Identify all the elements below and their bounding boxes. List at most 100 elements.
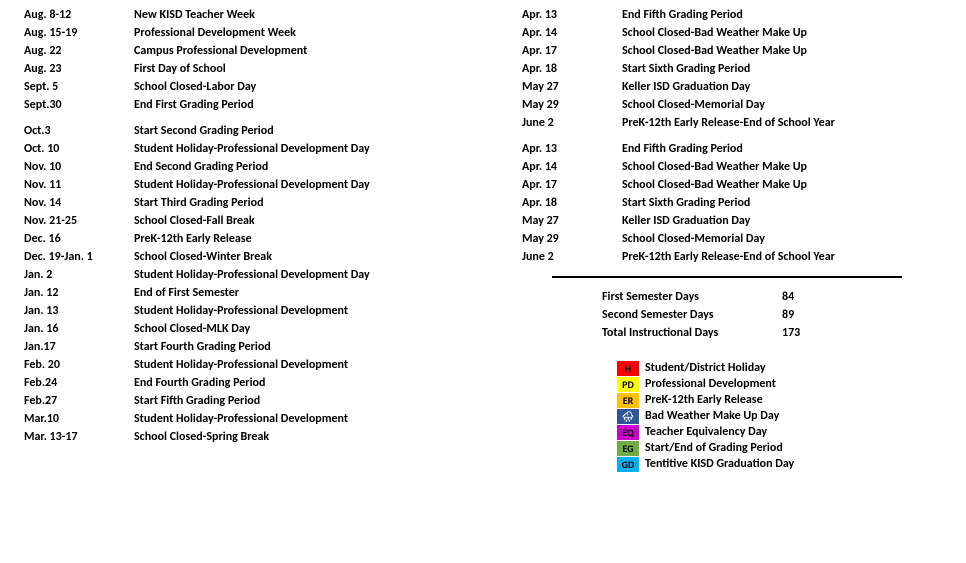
calendar-date: Apr. 13: [522, 6, 622, 24]
legend-label: Tentitive KISD Graduation Day: [645, 455, 794, 473]
calendar-date: Oct.3: [24, 122, 134, 140]
calendar-desc: PreK-12th Early Release-End of School Ye…: [622, 114, 942, 132]
calendar-desc: Student Holiday-Professional Development: [134, 410, 464, 428]
calendar-date: Mar.10: [24, 410, 134, 428]
left-column: Aug. 8-12New KISD Teacher WeekAug. 15-19…: [24, 6, 464, 454]
calendar-date: Apr. 17: [522, 176, 622, 194]
calendar-date: Nov. 21-25: [24, 212, 134, 230]
calendar-date: May 27: [522, 212, 622, 230]
calendar-desc: End Fourth Grading Period: [134, 374, 464, 392]
calendar-desc: School Closed-MLK Day: [134, 320, 464, 338]
calendar-row: Aug. 8-12New KISD Teacher Week: [24, 6, 464, 24]
calendar-desc: Student Holiday-Professional Development: [134, 302, 464, 320]
legend-code: ER: [617, 393, 639, 408]
calendar-desc: Start Second Grading Period: [134, 122, 464, 140]
calendar-date: Aug. 22: [24, 42, 134, 60]
calendar-row: Apr. 17School Closed-Bad Weather Make Up: [522, 176, 942, 194]
calendar-row: Apr. 13End Fifth Grading Period: [522, 6, 942, 24]
calendar-desc: Start Sixth Grading Period: [622, 194, 942, 212]
calendar-date: Apr. 17: [522, 42, 622, 60]
calendar-desc: Start Fifth Grading Period: [134, 392, 464, 410]
calendar-date: June 2: [522, 248, 622, 266]
legend-row: EGStart/End of Grading Period: [617, 440, 942, 456]
calendar-date: Jan. 2: [24, 266, 134, 284]
legend-row: PDProfessional Development: [617, 376, 942, 392]
calendar-date: Apr. 14: [522, 24, 622, 42]
calendar-row: Nov. 14Start Third Grading Period: [24, 194, 464, 212]
legend-code: EG: [617, 441, 639, 456]
calendar-desc: PreK-12th Early Release: [134, 230, 464, 248]
calendar-row: Jan. 12End of First Semester: [24, 284, 464, 302]
calendar-row: Sept. 5School Closed-Labor Day: [24, 78, 464, 96]
calendar-date: Apr. 14: [522, 158, 622, 176]
legend-code: EQ: [617, 425, 639, 440]
calendar-row: Sept.30End First Grading Period: [24, 96, 464, 114]
calendar-row: May 29School Closed-Memorial Day: [522, 96, 942, 114]
legend-code: H: [617, 361, 639, 376]
calendar-date: Nov. 10: [24, 158, 134, 176]
summary-value: 84: [782, 288, 822, 306]
calendar-date: Sept. 5: [24, 78, 134, 96]
calendar-desc: Start Sixth Grading Period: [622, 60, 942, 78]
calendar-desc: School Closed-Bad Weather Make Up: [622, 158, 942, 176]
calendar-desc: End Fifth Grading Period: [622, 140, 942, 158]
left-block: Oct.3Start Second Grading PeriodOct. 10 S…: [24, 122, 464, 446]
calendar-date: Aug. 15-19: [24, 24, 134, 42]
calendar-date: Oct. 10: [24, 140, 134, 158]
calendar-row: Nov. 10End Second Grading Period: [24, 158, 464, 176]
calendar-date: June 2: [522, 114, 622, 132]
calendar-row: Nov. 11Student Holiday-Professional Deve…: [24, 176, 464, 194]
calendar-row: Mar.10Student Holiday-Professional Devel…: [24, 410, 464, 428]
calendar-desc: School Closed-Memorial Day: [622, 230, 942, 248]
calendar-row: Jan. 2Student Holiday-Professional Devel…: [24, 266, 464, 284]
left-block: Aug. 8-12New KISD Teacher WeekAug. 15-19…: [24, 6, 464, 114]
calendar-desc: Student Holiday-Professional Development…: [134, 266, 464, 284]
calendar-desc: First Day of School: [134, 60, 464, 78]
right-column: Apr. 13End Fifth Grading PeriodApr. 14Sc…: [522, 6, 942, 472]
calendar-row: Nov. 21-25School Closed-Fall Break: [24, 212, 464, 230]
calendar-desc: School Closed-Spring Break: [134, 428, 464, 446]
calendar-desc: End Second Grading Period: [134, 158, 464, 176]
calendar-row: May 27Keller ISD Graduation Day: [522, 78, 942, 96]
calendar-desc: Keller ISD Graduation Day: [622, 212, 942, 230]
legend: HStudent/District HolidayPDProfessional …: [617, 360, 942, 472]
calendar-date: Jan.17: [24, 338, 134, 356]
calendar-row: Apr. 18Start Sixth Grading Period: [522, 60, 942, 78]
summary-label: Total Instructional Days: [602, 324, 782, 342]
calendar-desc: School Closed-Labor Day: [134, 78, 464, 96]
calendar-date: Nov. 11: [24, 176, 134, 194]
right-events: Apr. 13End Fifth Grading PeriodApr. 14Sc…: [522, 6, 942, 266]
summary-row: Total Instructional Days173: [602, 324, 902, 342]
legend-row: ERPreK-12th Early Release: [617, 392, 942, 408]
calendar-desc: Start Third Grading Period: [134, 194, 464, 212]
calendar-desc: End First Grading Period: [134, 96, 464, 114]
calendar-date: Apr. 13: [522, 140, 622, 158]
calendar-date: Dec. 16: [24, 230, 134, 248]
calendar-date: Jan. 12: [24, 284, 134, 302]
legend-code: GD: [617, 457, 639, 472]
calendar-date: Feb. 20: [24, 356, 134, 374]
calendar-row: Dec. 16PreK-12th Early Release: [24, 230, 464, 248]
calendar-row: Dec. 19-Jan. 1School Closed-Winter Break: [24, 248, 464, 266]
calendar-desc: School Closed-Bad Weather Make Up: [622, 42, 942, 60]
calendar-date: Aug. 8-12: [24, 6, 134, 24]
legend-row: GD Tentitive KISD Graduation Day: [617, 456, 942, 472]
calendar-desc: School Closed-Bad Weather Make Up: [622, 176, 942, 194]
calendar-row: May 27Keller ISD Graduation Day: [522, 212, 942, 230]
summary-label: Second Semester Days: [602, 306, 782, 324]
legend-code: 🌧: [617, 409, 639, 424]
calendar-date: Feb.24: [24, 374, 134, 392]
calendar-date: May 27: [522, 78, 622, 96]
summary-label: First Semester Days: [602, 288, 782, 306]
calendar-date: Apr. 18: [522, 194, 622, 212]
calendar-desc: Student Holiday-Professional Development: [134, 356, 464, 374]
calendar-row: Aug. 23First Day of School: [24, 60, 464, 78]
calendar-desc: Start Fourth Grading Period: [134, 338, 464, 356]
calendar-row: Feb. 20Student Holiday-Professional Deve…: [24, 356, 464, 374]
calendar-desc: School Closed-Winter Break: [134, 248, 464, 266]
calendar-desc: School Closed-Fall Break: [134, 212, 464, 230]
calendar-date: Jan. 13: [24, 302, 134, 320]
calendar-date: Feb.27: [24, 392, 134, 410]
calendar-row: Feb.27Start Fifth Grading Period: [24, 392, 464, 410]
calendar-desc: Professional Development Week: [134, 24, 464, 42]
